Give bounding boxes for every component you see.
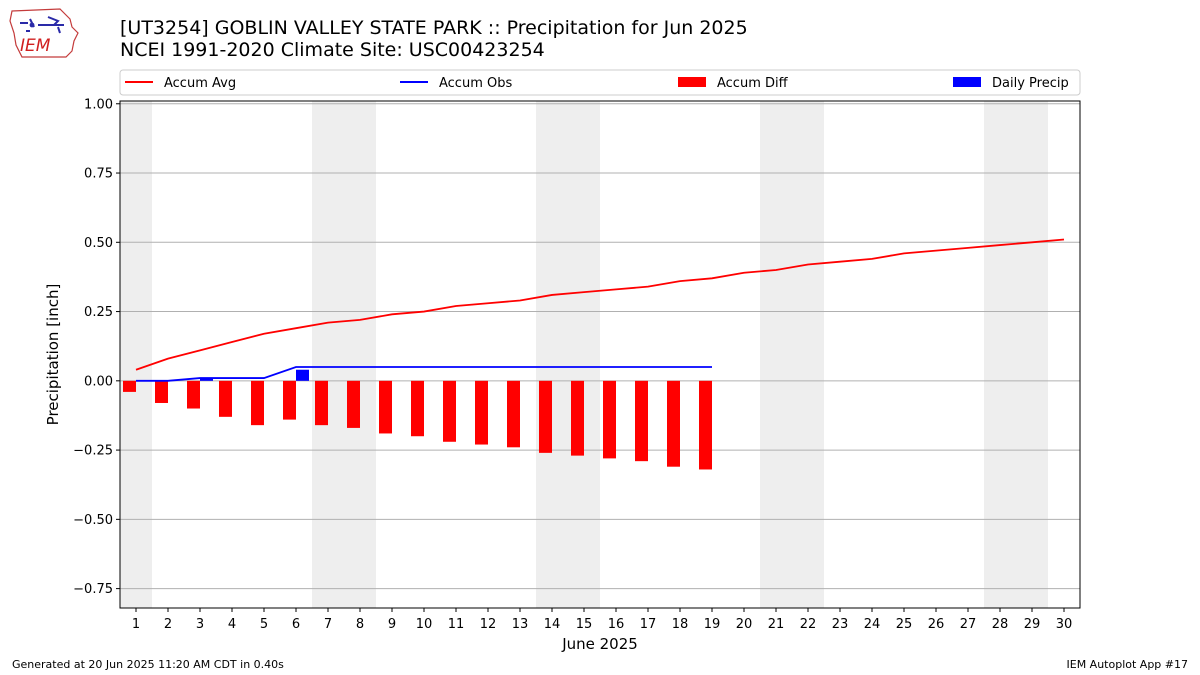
x-tick-label: 20 bbox=[736, 617, 753, 632]
x-tick-label: 25 bbox=[896, 617, 913, 632]
accum-diff-bar bbox=[699, 380, 712, 470]
accum-diff-bar bbox=[603, 380, 616, 459]
accum-diff-bar bbox=[571, 380, 584, 456]
weekend-band bbox=[536, 101, 600, 608]
accum-diff-bar bbox=[411, 380, 424, 437]
accum-obs-line bbox=[136, 366, 712, 382]
y-tick-label: −0.25 bbox=[73, 444, 113, 459]
y-tick-label: 1.00 bbox=[84, 97, 113, 112]
y-tick-label: 0.75 bbox=[84, 167, 113, 182]
x-tick-label: 6 bbox=[292, 617, 300, 632]
axes: −0.75−0.50−0.250.000.250.500.751.001 2 3 4 5… bbox=[73, 97, 1072, 632]
x-tick-label: 28 bbox=[992, 617, 1009, 632]
generated-timestamp: Generated at 20 Jun 2025 11:20 AM CDT in… bbox=[12, 658, 284, 671]
accum-diff-bar bbox=[123, 380, 136, 392]
daily-precip-bar bbox=[296, 369, 309, 381]
x-tick-label: 23 bbox=[832, 617, 849, 632]
x-tick-label: 2 bbox=[164, 617, 172, 632]
x-tick-label: 15 bbox=[576, 617, 593, 632]
x-tick-label: 19 bbox=[704, 617, 721, 632]
x-tick-label: 4 bbox=[228, 617, 236, 632]
accum-diff-bar bbox=[507, 380, 520, 448]
weekend-band bbox=[760, 101, 824, 608]
grid-lines bbox=[120, 103, 1080, 590]
y-tick-label: −0.75 bbox=[73, 582, 113, 597]
legend-swatch bbox=[953, 77, 981, 87]
x-tick-label: 18 bbox=[672, 617, 689, 632]
app-credit: IEM Autoplot App #17 bbox=[1066, 658, 1189, 671]
accum-diff-bar bbox=[251, 380, 264, 426]
chart-title: [UT3254] GOBLIN VALLEY STATE PARK :: Pre… bbox=[120, 17, 748, 39]
x-tick-label: 12 bbox=[480, 617, 497, 632]
accum-diff-bar bbox=[347, 380, 360, 428]
iem-logo: IEM bbox=[9, 8, 79, 58]
x-tick-label: 30 bbox=[1056, 617, 1073, 632]
logo-text: IEM bbox=[20, 36, 51, 56]
x-tick-label: 13 bbox=[512, 617, 529, 632]
x-tick-label: 21 bbox=[768, 617, 785, 632]
accum-diff-bar bbox=[379, 380, 392, 434]
series-lines bbox=[135, 238, 1065, 382]
accum-diff-bar bbox=[283, 380, 296, 420]
x-tick-label: 22 bbox=[800, 617, 817, 632]
weekend-band bbox=[120, 101, 152, 608]
accum-diff-bar bbox=[667, 380, 680, 467]
y-tick-label: −0.50 bbox=[73, 513, 113, 528]
chart-subtitle: NCEI 1991-2020 Climate Site: USC00423254 bbox=[120, 39, 545, 61]
plot-frame bbox=[119, 100, 1081, 609]
legend-box bbox=[119, 69, 1081, 96]
accum-diff-bar bbox=[539, 380, 552, 453]
accum-diff-bar bbox=[155, 380, 168, 403]
y-tick-label: 0.50 bbox=[84, 236, 113, 251]
y-tick-label: 0.00 bbox=[84, 374, 113, 389]
x-tick-label: 5 bbox=[260, 617, 268, 632]
weekend-shading bbox=[120, 101, 1048, 608]
accum-diff-bar bbox=[315, 380, 328, 426]
x-tick-label: 24 bbox=[864, 617, 881, 632]
y-axis-label: Precipitation [inch] bbox=[44, 284, 62, 426]
legend-label: Accum Diff bbox=[717, 76, 789, 91]
x-tick-label: 16 bbox=[608, 617, 625, 632]
x-tick-label: 11 bbox=[448, 617, 465, 632]
x-tick-label: 1 bbox=[132, 617, 140, 632]
x-tick-label: 9 bbox=[388, 617, 396, 632]
accum-diff-bar bbox=[443, 380, 456, 442]
y-tick-label: 0.25 bbox=[84, 305, 113, 320]
legend-label: Daily Precip bbox=[992, 76, 1069, 91]
bars bbox=[123, 369, 712, 470]
x-tick-label: 29 bbox=[1024, 617, 1041, 632]
x-tick-label: 10 bbox=[416, 617, 433, 632]
x-tick-label: 7 bbox=[324, 617, 332, 632]
x-axis-label: June 2025 bbox=[561, 635, 638, 653]
weekend-band bbox=[984, 101, 1048, 608]
accum-diff-bar bbox=[475, 380, 488, 445]
x-tick-label: 14 bbox=[544, 617, 561, 632]
legend-label: Accum Obs bbox=[439, 76, 512, 91]
legend: Accum Avg Accum Obs Accum Diff Daily Precip bbox=[119, 69, 1081, 96]
legend-label: Accum Avg bbox=[164, 76, 236, 91]
accum-avg-line bbox=[135, 238, 1065, 371]
weekend-band bbox=[312, 101, 376, 608]
accum-diff-bar bbox=[219, 380, 232, 417]
x-tick-label: 26 bbox=[928, 617, 945, 632]
accum-diff-bar bbox=[635, 380, 648, 462]
x-tick-label: 3 bbox=[196, 617, 204, 632]
daily-precip-bar bbox=[200, 378, 213, 381]
accum-diff-bar bbox=[187, 380, 200, 409]
x-tick-label: 27 bbox=[960, 617, 977, 632]
legend-swatch bbox=[678, 77, 706, 87]
x-tick-label: 8 bbox=[356, 617, 364, 632]
x-tick-label: 17 bbox=[640, 617, 657, 632]
